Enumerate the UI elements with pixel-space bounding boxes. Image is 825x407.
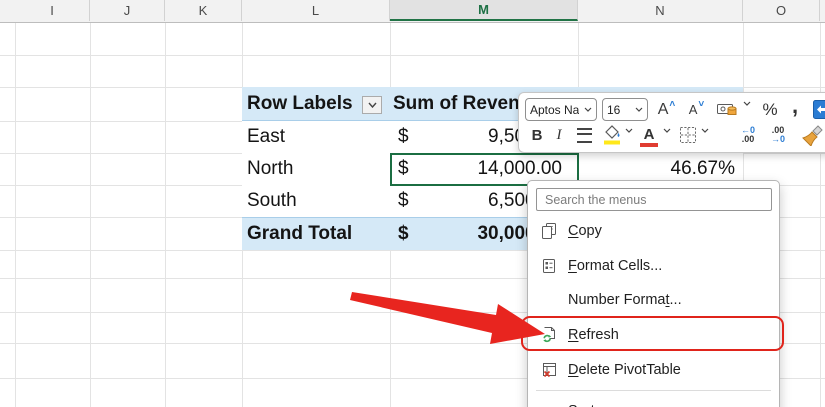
comma-style-button[interactable]: , bbox=[791, 92, 799, 118]
format-cells-icon bbox=[539, 256, 559, 276]
gridline bbox=[820, 22, 821, 407]
increase-decimal-button[interactable]: ←0 .00 bbox=[735, 124, 761, 146]
font-color-bar bbox=[640, 143, 658, 147]
borders-button[interactable] bbox=[677, 124, 699, 146]
chevron-down-icon bbox=[584, 107, 592, 112]
decrease-decimal-button[interactable]: .00 →0 bbox=[765, 124, 791, 146]
gridline bbox=[165, 22, 166, 407]
column-header-L[interactable]: L bbox=[242, 0, 390, 21]
row-labels-text: Row Labels bbox=[247, 92, 353, 114]
fill-color-dropdown[interactable] bbox=[625, 128, 633, 133]
borders-dropdown[interactable] bbox=[701, 128, 709, 133]
chevron-down-icon bbox=[701, 128, 709, 133]
column-header-I[interactable]: I bbox=[15, 0, 90, 21]
gridline bbox=[90, 22, 91, 407]
chevron-down-icon bbox=[635, 107, 643, 112]
merge-center-button[interactable] bbox=[813, 99, 825, 119]
submenu-arrow-icon: › bbox=[762, 403, 767, 407]
refresh-highlight-box bbox=[521, 316, 784, 351]
font-color-button[interactable]: A bbox=[639, 123, 659, 147]
merge-center-icon bbox=[813, 99, 825, 119]
accounting-number-format-icon bbox=[717, 104, 737, 115]
gridline bbox=[15, 22, 16, 407]
caret-down-icon: ˅ bbox=[698, 99, 705, 110]
menu-item-number-format[interactable]: Number Format... bbox=[568, 292, 682, 308]
align-lines-icon bbox=[576, 127, 592, 143]
currency-symbol: $ bbox=[398, 223, 409, 244]
accounting-number-format-button[interactable] bbox=[713, 98, 741, 121]
menu-separator bbox=[536, 390, 771, 391]
chevron-down-icon bbox=[663, 128, 671, 133]
column-header-K[interactable]: K bbox=[165, 0, 242, 21]
currency-symbol: $ bbox=[398, 126, 409, 147]
value-text: 14,000.00 bbox=[477, 158, 562, 179]
pivot-percent-north[interactable]: 46.67% bbox=[578, 153, 743, 185]
column-header-N[interactable]: N bbox=[578, 0, 743, 21]
center-align-button[interactable] bbox=[571, 124, 597, 146]
font-size-value: 16 bbox=[607, 102, 621, 117]
context-menu: Copy Format Cells... Number Format... bbox=[527, 180, 780, 407]
menu-item-refresh[interactable]: Refresh bbox=[528, 318, 779, 352]
gridline bbox=[0, 278, 825, 279]
column-header-M-selected[interactable]: M bbox=[390, 0, 578, 21]
pivot-row-label-south[interactable]: South bbox=[242, 185, 390, 217]
column-header-J[interactable]: J bbox=[90, 0, 165, 21]
pivot-row-label-grand-total[interactable]: Grand Total bbox=[242, 217, 390, 250]
font-name-combo[interactable]: Aptos Na bbox=[525, 98, 597, 121]
bold-button[interactable]: B bbox=[531, 126, 543, 144]
copy-icon bbox=[539, 221, 559, 241]
increase-font-size-button[interactable]: A ˄ bbox=[653, 98, 679, 121]
chevron-down-icon bbox=[367, 102, 377, 108]
borders-icon bbox=[680, 127, 696, 143]
column-header-strip: I J K L M N O bbox=[0, 0, 825, 23]
shrink-font-glyph: A bbox=[688, 102, 698, 117]
chevron-down-icon bbox=[743, 101, 751, 106]
percent-style-button[interactable]: % bbox=[762, 99, 778, 119]
column-header-O[interactable]: O bbox=[743, 0, 820, 21]
menu-item-copy[interactable]: Copy bbox=[528, 214, 779, 248]
increase-decimal-icon: ←0 .00 bbox=[740, 125, 755, 144]
fill-color-button[interactable] bbox=[601, 122, 623, 146]
menu-item-format-cells[interactable]: Format Cells... bbox=[528, 249, 779, 283]
gridline bbox=[0, 250, 825, 251]
pivot-value-north-selected[interactable]: $14,000.00 bbox=[390, 153, 578, 185]
italic-button[interactable]: I bbox=[556, 126, 562, 143]
pivot-row-label-east[interactable]: East bbox=[242, 121, 390, 153]
currency-symbol: $ bbox=[398, 190, 409, 211]
format-painter-button[interactable] bbox=[799, 122, 825, 146]
font-color-glyph: A bbox=[643, 126, 655, 143]
font-size-combo[interactable]: 16 bbox=[602, 98, 648, 121]
decrease-font-size-button[interactable]: A ˅ bbox=[683, 98, 709, 121]
font-color-dropdown[interactable] bbox=[663, 128, 671, 133]
search-input[interactable] bbox=[536, 188, 772, 211]
pivot-filter-dropdown[interactable] bbox=[362, 96, 382, 114]
gridline bbox=[0, 55, 825, 56]
chevron-down-icon bbox=[625, 128, 633, 133]
caret-up-icon: ˄ bbox=[669, 99, 676, 110]
decrease-decimal-icon: .00 →0 bbox=[770, 125, 785, 144]
grow-font-glyph: A bbox=[657, 100, 669, 118]
gridline bbox=[0, 378, 825, 379]
format-painter-icon bbox=[802, 125, 823, 146]
menu-item-delete-pivottable[interactable]: Delete PivotTable bbox=[528, 353, 779, 387]
sum-of-revenue-text: Sum of Revenue bbox=[393, 92, 542, 114]
accounting-format-dropdown[interactable] bbox=[743, 101, 751, 106]
mini-format-toolbar: Aptos Na 16 A ˄ A ˅ % , bbox=[518, 92, 825, 153]
font-name-value: Aptos Na bbox=[530, 102, 580, 117]
delete-pivottable-icon bbox=[539, 360, 559, 380]
menu-item-sort[interactable]: Sort › bbox=[528, 394, 779, 407]
pivot-row-label-north[interactable]: North bbox=[242, 153, 390, 185]
fill-color-icon bbox=[604, 125, 620, 145]
currency-symbol: $ bbox=[398, 158, 409, 179]
active-cell-selection-border bbox=[390, 153, 579, 186]
